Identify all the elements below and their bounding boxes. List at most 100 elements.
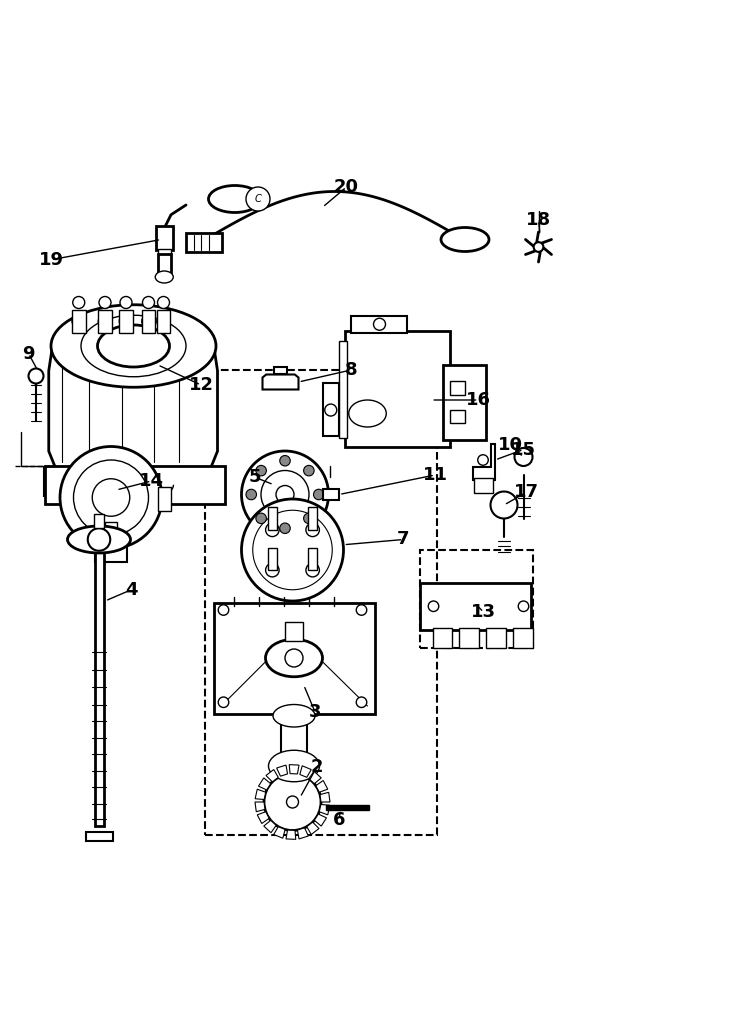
Bar xyxy=(513,628,532,648)
Ellipse shape xyxy=(155,271,173,283)
Polygon shape xyxy=(326,805,369,809)
Polygon shape xyxy=(266,770,278,782)
Bar xyxy=(281,709,307,768)
Polygon shape xyxy=(262,374,298,389)
Text: 9: 9 xyxy=(22,344,34,363)
Bar xyxy=(308,548,317,570)
Text: 3: 3 xyxy=(309,703,321,721)
Bar xyxy=(308,507,317,529)
Text: 12: 12 xyxy=(188,376,214,394)
Circle shape xyxy=(306,563,320,576)
Circle shape xyxy=(285,649,303,667)
Bar xyxy=(165,467,214,496)
Circle shape xyxy=(218,697,229,707)
Circle shape xyxy=(266,563,279,576)
Circle shape xyxy=(356,697,367,707)
Circle shape xyxy=(253,510,332,590)
Ellipse shape xyxy=(266,639,322,677)
Circle shape xyxy=(74,460,148,535)
Ellipse shape xyxy=(268,750,320,782)
Ellipse shape xyxy=(81,315,186,377)
Polygon shape xyxy=(49,346,217,470)
Circle shape xyxy=(286,796,298,808)
Text: 19: 19 xyxy=(38,250,64,269)
Circle shape xyxy=(428,601,439,611)
Circle shape xyxy=(514,448,532,466)
Bar xyxy=(459,628,478,648)
Circle shape xyxy=(304,513,314,523)
Circle shape xyxy=(314,490,324,500)
Ellipse shape xyxy=(68,526,130,553)
Polygon shape xyxy=(104,529,118,547)
Text: 5: 5 xyxy=(249,468,261,486)
Text: 7: 7 xyxy=(398,530,410,549)
Circle shape xyxy=(246,490,256,500)
Circle shape xyxy=(256,513,266,523)
Circle shape xyxy=(158,296,170,309)
Polygon shape xyxy=(314,815,326,826)
Circle shape xyxy=(157,315,170,328)
Circle shape xyxy=(99,296,111,309)
Polygon shape xyxy=(298,828,308,839)
Circle shape xyxy=(72,315,86,328)
Text: C: C xyxy=(254,194,261,204)
Polygon shape xyxy=(309,772,321,784)
Bar xyxy=(474,478,493,493)
Polygon shape xyxy=(286,830,296,839)
Bar xyxy=(486,628,506,648)
Ellipse shape xyxy=(349,400,386,427)
Circle shape xyxy=(256,465,266,476)
Bar xyxy=(420,550,532,648)
Text: 16: 16 xyxy=(466,391,491,409)
Bar xyxy=(86,832,112,841)
Circle shape xyxy=(92,478,130,516)
Text: 14: 14 xyxy=(139,472,164,490)
Bar xyxy=(450,381,465,394)
Bar xyxy=(98,310,112,332)
Bar xyxy=(274,758,313,774)
Polygon shape xyxy=(322,383,339,435)
Circle shape xyxy=(374,318,386,330)
Ellipse shape xyxy=(98,325,170,367)
Circle shape xyxy=(60,447,162,549)
Circle shape xyxy=(142,296,154,309)
Circle shape xyxy=(518,601,529,611)
Circle shape xyxy=(325,404,337,416)
Circle shape xyxy=(120,296,132,309)
Bar xyxy=(94,540,104,826)
Circle shape xyxy=(119,315,133,328)
Text: 20: 20 xyxy=(334,178,359,196)
Ellipse shape xyxy=(441,228,489,251)
Bar xyxy=(420,583,531,630)
Text: 11: 11 xyxy=(422,466,448,484)
Polygon shape xyxy=(255,789,266,799)
Bar xyxy=(205,370,437,835)
Bar xyxy=(268,507,277,529)
Circle shape xyxy=(73,296,85,309)
Circle shape xyxy=(246,187,270,211)
Text: 6: 6 xyxy=(333,811,345,829)
Bar xyxy=(345,331,450,448)
Polygon shape xyxy=(300,765,311,778)
Polygon shape xyxy=(277,765,287,776)
Bar xyxy=(119,310,133,332)
Text: 2: 2 xyxy=(310,758,322,777)
Ellipse shape xyxy=(209,186,261,213)
Polygon shape xyxy=(274,827,285,838)
Circle shape xyxy=(266,523,279,537)
Polygon shape xyxy=(316,781,328,792)
Circle shape xyxy=(278,535,308,565)
Bar xyxy=(450,410,465,423)
Polygon shape xyxy=(257,811,269,824)
Circle shape xyxy=(490,492,517,518)
Bar xyxy=(268,548,277,570)
Polygon shape xyxy=(472,444,495,479)
Polygon shape xyxy=(320,804,330,815)
Circle shape xyxy=(304,465,314,476)
Text: 17: 17 xyxy=(514,483,539,501)
Circle shape xyxy=(280,456,290,466)
Polygon shape xyxy=(290,764,299,774)
Circle shape xyxy=(280,523,290,533)
Bar xyxy=(72,310,86,332)
Circle shape xyxy=(261,470,309,518)
